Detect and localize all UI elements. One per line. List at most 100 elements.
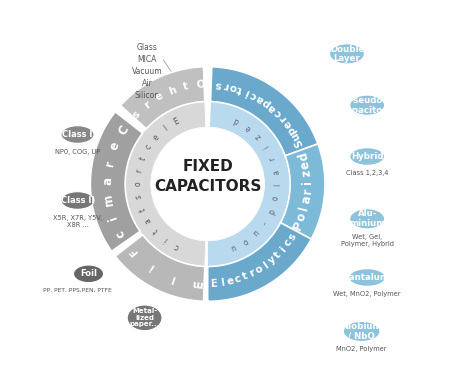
Text: l: l: [261, 260, 270, 270]
Text: O: O: [195, 79, 205, 90]
Text: c: c: [173, 241, 180, 251]
Text: a: a: [299, 195, 313, 205]
Text: t: t: [152, 227, 161, 235]
Text: Class II: Class II: [61, 196, 94, 205]
Text: i: i: [243, 87, 251, 98]
Text: i: i: [162, 235, 169, 244]
Text: o: o: [254, 263, 265, 276]
Text: s: s: [287, 231, 299, 242]
Text: S: S: [293, 138, 305, 149]
Text: m: m: [192, 278, 203, 289]
Text: c: c: [249, 89, 259, 101]
Text: Metal-
lized
paper...: Metal- lized paper...: [129, 308, 160, 327]
Text: t: t: [241, 271, 249, 282]
Text: m: m: [101, 192, 116, 206]
Ellipse shape: [350, 209, 384, 229]
Text: Hybrid: Hybrid: [351, 152, 383, 161]
Text: Glass
MICA
Vacuum
Air
Silicon: Glass MICA Vacuum Air Silicon: [132, 43, 163, 100]
Polygon shape: [125, 102, 206, 266]
Text: i: i: [278, 245, 288, 254]
Text: e: e: [299, 159, 313, 170]
Text: a: a: [101, 177, 114, 185]
Text: Tantalum: Tantalum: [345, 273, 390, 282]
Polygon shape: [91, 112, 143, 251]
Text: e: e: [244, 122, 253, 132]
Text: r: r: [277, 113, 288, 123]
Text: r: r: [222, 80, 229, 91]
Text: e: e: [151, 132, 161, 142]
Text: i: i: [107, 213, 120, 221]
Text: h: h: [167, 85, 177, 97]
Text: i: i: [147, 262, 156, 272]
Text: MnO2, Polymer: MnO2, Polymer: [337, 346, 387, 352]
Text: s: s: [135, 194, 144, 199]
Text: l: l: [162, 124, 169, 133]
Ellipse shape: [329, 44, 365, 64]
Text: i: i: [301, 180, 314, 184]
Text: Alu-
minium: Alu- minium: [349, 209, 385, 228]
Text: E: E: [210, 279, 218, 289]
Text: r: r: [135, 169, 144, 174]
Text: t: t: [182, 81, 190, 92]
Text: a: a: [143, 216, 154, 225]
Text: c: c: [144, 143, 153, 152]
Text: s: s: [215, 79, 222, 90]
Text: X5R, X7R, Y5V,
X8R ...: X5R, X7R, Y5V, X8R ...: [53, 215, 102, 228]
Ellipse shape: [61, 192, 94, 209]
Text: e: e: [154, 91, 164, 103]
Ellipse shape: [349, 269, 385, 286]
Text: o: o: [228, 82, 237, 93]
Text: Wet, MnO2, Polymer: Wet, MnO2, Polymer: [333, 291, 401, 297]
Text: o: o: [242, 237, 250, 247]
Ellipse shape: [343, 321, 380, 342]
Text: a: a: [266, 102, 278, 114]
Text: c: c: [233, 274, 242, 285]
Text: r: r: [247, 268, 257, 279]
Text: Class I: Class I: [63, 130, 93, 139]
Text: e: e: [108, 140, 123, 152]
Text: d: d: [232, 116, 240, 125]
Text: o: o: [271, 195, 281, 202]
Text: e: e: [282, 118, 294, 130]
Text: l: l: [273, 184, 282, 187]
Polygon shape: [281, 144, 325, 239]
Ellipse shape: [350, 95, 384, 115]
Text: F: F: [127, 244, 139, 256]
Text: l: l: [298, 205, 311, 212]
Text: FIXED
CAPACITORS: FIXED CAPACITORS: [154, 159, 261, 194]
Text: t: t: [236, 84, 244, 95]
Text: t: t: [138, 156, 147, 162]
Ellipse shape: [127, 305, 162, 330]
Text: c: c: [272, 107, 283, 118]
Text: r: r: [301, 188, 314, 194]
Text: p: p: [260, 97, 273, 109]
Text: p: p: [266, 208, 277, 216]
Text: Pseudo-
capacitors: Pseudo- capacitors: [342, 96, 392, 114]
Text: E: E: [172, 117, 181, 127]
Text: r: r: [268, 156, 277, 162]
Text: r: r: [142, 99, 152, 110]
Ellipse shape: [350, 148, 384, 165]
Polygon shape: [115, 235, 205, 301]
Text: Double
Layer: Double Layer: [330, 45, 364, 63]
Text: Niobium
/ NbO: Niobium / NbO: [341, 322, 382, 341]
Text: c: c: [113, 227, 128, 240]
Text: e: e: [225, 276, 235, 287]
Polygon shape: [208, 102, 290, 266]
Text: c: c: [283, 238, 294, 248]
Polygon shape: [208, 223, 311, 301]
Text: Foil: Foil: [80, 269, 97, 278]
Text: C: C: [116, 123, 131, 138]
Text: n: n: [230, 243, 238, 254]
Ellipse shape: [61, 126, 94, 143]
Text: z: z: [254, 131, 263, 141]
Text: a: a: [272, 169, 281, 175]
Text: r: r: [103, 159, 117, 168]
Text: d: d: [296, 150, 311, 162]
Text: z: z: [300, 169, 314, 177]
Polygon shape: [210, 67, 318, 156]
Text: l: l: [219, 277, 225, 288]
Text: n: n: [252, 229, 261, 238]
Text: Wet, Gel,
Polymer, Hybrid: Wet, Gel, Polymer, Hybrid: [341, 234, 393, 247]
Text: y: y: [266, 254, 278, 266]
